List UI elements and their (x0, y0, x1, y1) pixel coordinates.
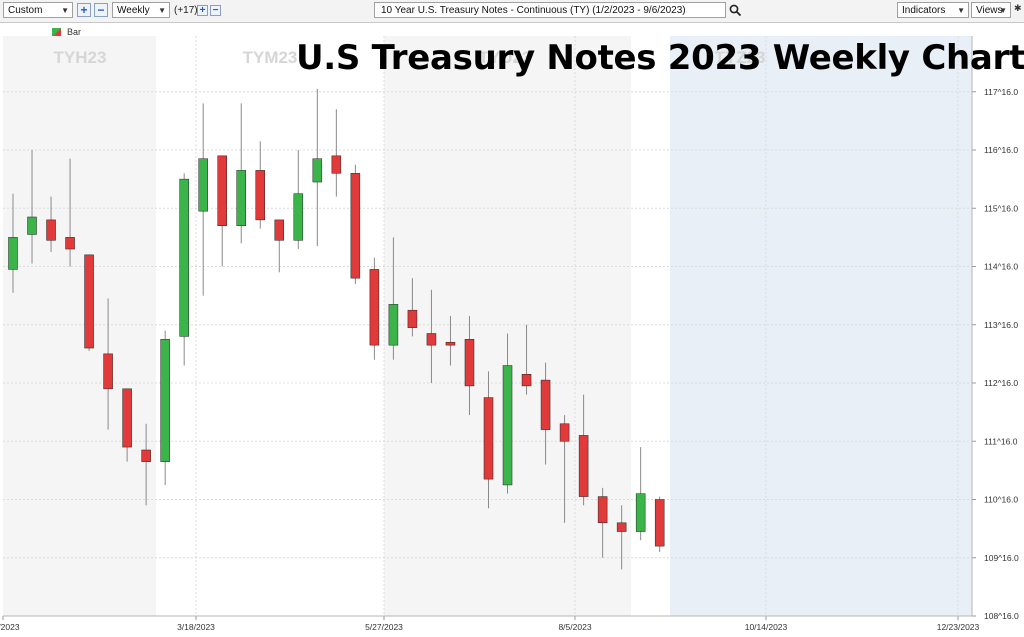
candle-body (179, 178, 189, 337)
candle-body (483, 397, 494, 480)
extra-count: (+17) (174, 5, 198, 16)
chevron-down-icon: ▼ (957, 6, 965, 15)
legend-label: Bar (67, 27, 82, 37)
y-tick-label: 117^16.0 (984, 87, 1018, 97)
candle-body (236, 170, 246, 226)
chart-title: U.S Treasury Notes 2023 Weekly Chart (296, 38, 1024, 78)
symbol-input-value: 10 Year U.S. Treasury Notes - Continuous… (381, 5, 686, 16)
candle-body (8, 237, 18, 270)
candle-body (312, 158, 323, 183)
candle-body (654, 499, 665, 547)
x-tick-label: 3/18/2023 (177, 622, 215, 632)
contract-label: TYZ23 (714, 48, 765, 67)
search-icon[interactable] (729, 4, 742, 17)
x-tick-label: 10/14/2023 (745, 622, 788, 632)
candle-body (46, 219, 56, 241)
candle-body (445, 341, 456, 346)
candle-body (84, 254, 94, 349)
contract-band-2 (670, 36, 972, 616)
chevron-down-icon: ▼ (999, 6, 1007, 15)
indicators-select[interactable]: Indicators ▼ (897, 2, 969, 18)
candle-body (274, 219, 285, 241)
y-tick-label: 115^16.0 (984, 203, 1018, 213)
y-tick-label: 114^16.0 (984, 262, 1018, 272)
candle-body (616, 522, 627, 532)
candle-body (369, 269, 380, 346)
x-tick-label: 8/5/2023 (558, 622, 591, 632)
candle-body (103, 353, 113, 390)
candle-body (521, 374, 532, 387)
y-tick-label: 112^16.0 (984, 378, 1018, 388)
zoom-in-button[interactable]: + (197, 5, 208, 16)
y-tick-label: 109^16.0 (984, 553, 1019, 563)
candle-body (331, 155, 342, 174)
interval-select-value: Weekly (117, 5, 150, 16)
indicators-select-label: Indicators (902, 5, 946, 16)
candle-body (160, 339, 170, 462)
x-tick-label: 1/7/2023 (0, 622, 20, 632)
candle-body (388, 304, 399, 346)
layout-select[interactable]: Custom ▼ (3, 2, 73, 18)
remove-button[interactable]: − (94, 3, 108, 17)
candle-body (578, 435, 589, 497)
candle-body (502, 365, 513, 486)
price-chart[interactable]: TYH23 TYM23 TYU23 TYZ23 108^16.0 109^16.0 110^… (0, 24, 1024, 637)
x-tick-label: 12/23/2023 (937, 622, 980, 632)
contract-label: TYH23 (54, 48, 107, 67)
candle-body (27, 216, 37, 235)
toolbar: Custom ▼ + − Weekly ▼ (+17) + − 10 Year … (0, 0, 1024, 23)
candle-body (65, 237, 75, 250)
chart-legend: Bar (52, 26, 81, 38)
chevron-down-icon: ▼ (61, 6, 69, 15)
views-select[interactable]: Views ▼ (971, 2, 1011, 18)
symbol-input[interactable]: 10 Year U.S. Treasury Notes - Continuous… (374, 2, 726, 18)
candle-body (293, 193, 304, 241)
candle-body (540, 379, 551, 430)
candle-body (255, 170, 266, 221)
candle-body (141, 449, 151, 462)
candle-body (464, 339, 475, 387)
chevron-down-icon: ▼ (158, 6, 166, 15)
contract-label: TYU23 (479, 48, 532, 67)
contract-band-1 (384, 36, 631, 616)
y-tick-label: 110^16.0 (984, 495, 1018, 505)
candle-body (597, 496, 608, 524)
candle-body (198, 158, 208, 212)
zoom-out-button[interactable]: − (210, 5, 221, 16)
layout-select-value: Custom (8, 5, 43, 16)
y-tick-label: 108^16.0 (984, 611, 1019, 621)
bar-type-icon (52, 28, 61, 38)
interval-select[interactable]: Weekly ▼ (112, 2, 170, 18)
candle-body (635, 493, 646, 532)
candle-body (407, 309, 418, 328)
y-tick-label: 111^16.0 (984, 436, 1018, 446)
pin-icon[interactable]: ✱ (1014, 3, 1022, 13)
candle-body (559, 423, 570, 442)
candle-body (350, 173, 361, 279)
candle-body (217, 155, 227, 226)
contract-band-0 (3, 36, 156, 616)
candle-body (426, 333, 437, 346)
add-button[interactable]: + (77, 3, 91, 17)
candle-body (122, 388, 132, 448)
y-tick-label: 116^16.0 (984, 145, 1018, 155)
y-tick-label: 113^16.0 (984, 320, 1018, 330)
contract-label: TYM23 (243, 48, 298, 67)
views-select-label: Views (976, 5, 1003, 16)
x-tick-label: 5/27/2023 (365, 622, 403, 632)
